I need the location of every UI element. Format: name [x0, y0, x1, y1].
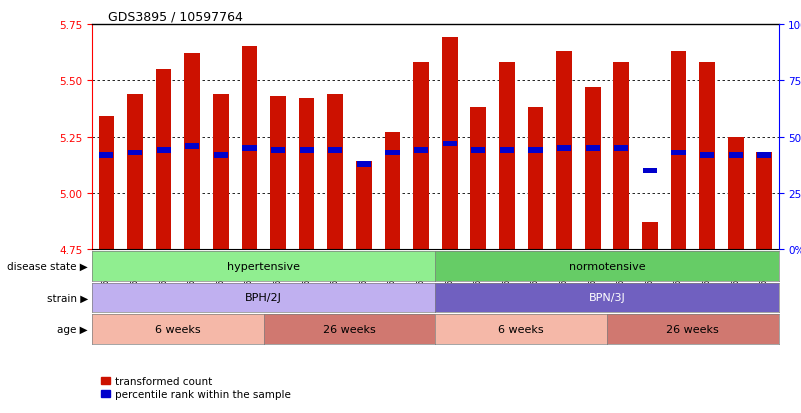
- Bar: [586, 146, 600, 152]
- Bar: [385, 150, 400, 156]
- Bar: [528, 108, 543, 250]
- Bar: [757, 152, 771, 158]
- Bar: [300, 148, 314, 154]
- Bar: [585, 88, 601, 250]
- Bar: [442, 38, 457, 250]
- Text: age ▶: age ▶: [58, 324, 88, 334]
- Bar: [556, 52, 572, 250]
- Bar: [414, 148, 428, 154]
- Text: normotensive: normotensive: [569, 261, 646, 271]
- Bar: [529, 148, 542, 154]
- Bar: [500, 148, 514, 154]
- Bar: [184, 54, 200, 250]
- Bar: [99, 152, 114, 158]
- Bar: [671, 150, 686, 156]
- Bar: [328, 95, 343, 250]
- Bar: [356, 161, 371, 167]
- Bar: [243, 146, 256, 152]
- Bar: [242, 47, 257, 250]
- Bar: [614, 146, 628, 152]
- Bar: [700, 152, 714, 158]
- Bar: [185, 143, 199, 149]
- Bar: [271, 148, 285, 154]
- Bar: [699, 63, 715, 250]
- Bar: [155, 70, 171, 250]
- Bar: [443, 141, 457, 147]
- Legend: transformed count, percentile rank within the sample: transformed count, percentile rank withi…: [98, 372, 295, 404]
- Bar: [156, 148, 171, 154]
- Bar: [470, 108, 486, 250]
- Bar: [213, 95, 229, 250]
- Bar: [557, 146, 571, 152]
- Bar: [756, 153, 772, 250]
- Bar: [499, 63, 515, 250]
- Bar: [614, 63, 629, 250]
- Text: GDS3895 / 10597764: GDS3895 / 10597764: [108, 10, 243, 23]
- Text: BPH/2J: BPH/2J: [245, 293, 282, 303]
- Bar: [328, 148, 342, 154]
- Bar: [384, 133, 400, 250]
- Text: 6 weeks: 6 weeks: [155, 324, 201, 334]
- Text: 6 weeks: 6 weeks: [498, 324, 544, 334]
- Bar: [471, 148, 485, 154]
- Bar: [728, 138, 743, 250]
- Bar: [128, 150, 142, 156]
- Bar: [642, 168, 657, 174]
- Bar: [642, 223, 658, 250]
- Bar: [127, 95, 143, 250]
- Bar: [99, 117, 115, 250]
- Text: disease state ▶: disease state ▶: [7, 261, 88, 271]
- Text: 26 weeks: 26 weeks: [323, 324, 376, 334]
- Text: BPN/3J: BPN/3J: [589, 293, 626, 303]
- Bar: [356, 162, 372, 250]
- Bar: [413, 63, 429, 250]
- Bar: [670, 52, 686, 250]
- Bar: [214, 152, 228, 158]
- Bar: [270, 97, 286, 250]
- Text: 26 weeks: 26 weeks: [666, 324, 719, 334]
- Bar: [729, 152, 743, 158]
- Text: hypertensive: hypertensive: [227, 261, 300, 271]
- Text: strain ▶: strain ▶: [47, 293, 88, 303]
- Bar: [299, 99, 315, 250]
